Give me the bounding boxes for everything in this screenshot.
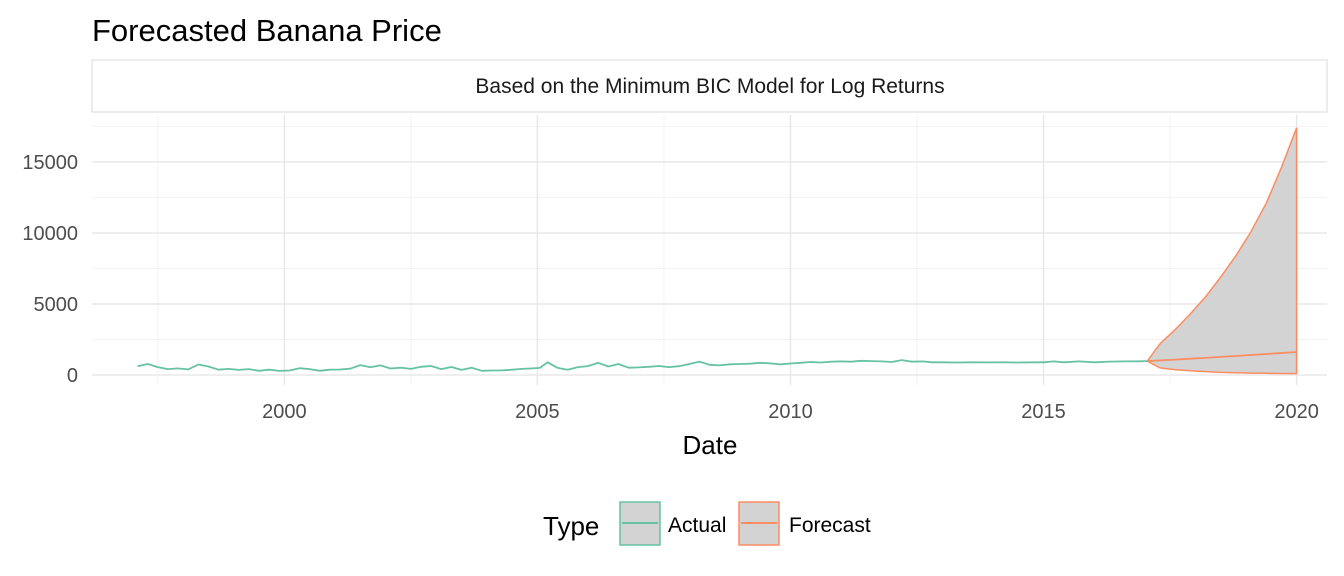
- legend: Type Actual Forecast: [543, 501, 871, 546]
- y-tick-label: 5000: [34, 294, 79, 316]
- legend-item-forecast: Forecast: [738, 501, 871, 546]
- y-tick-label: 15000: [22, 152, 78, 174]
- y-tick-label: 0: [67, 365, 78, 387]
- x-tick-label: 2020: [1274, 401, 1319, 423]
- y-axis-ticks: 0 5000 10000 15000: [22, 152, 78, 387]
- x-tick-label: 2000: [262, 401, 307, 423]
- chart-title: Forecasted Banana Price: [92, 13, 442, 48]
- x-tick-label: 2015: [1021, 401, 1066, 423]
- facet-strip: [91, 59, 1328, 113]
- series-lines: [137, 351, 1297, 372]
- plot-panel: [92, 115, 1327, 385]
- forecast-band: [1146, 127, 1298, 375]
- y-tick-label: 10000: [22, 223, 78, 245]
- grid-minor-lines: [92, 115, 1327, 385]
- legend-label-forecast: Forecast: [789, 514, 871, 537]
- legend-title: Type: [543, 511, 599, 541]
- series-line-actual: [137, 359, 1148, 372]
- forecast-interval-band: [1146, 127, 1298, 375]
- x-axis-title: Date: [683, 430, 738, 460]
- legend-label-actual: Actual: [668, 514, 726, 537]
- facet-strip-label: Based on the Minimum BIC Model for Log R…: [475, 75, 944, 98]
- x-tick-label: 2010: [768, 401, 813, 423]
- legend-item-actual: Actual: [619, 501, 726, 546]
- series-line-forecast: [1147, 351, 1297, 362]
- x-axis-ticks: 2000 2005 2010 2015 2020: [262, 401, 1319, 423]
- x-tick-label: 2005: [515, 401, 560, 423]
